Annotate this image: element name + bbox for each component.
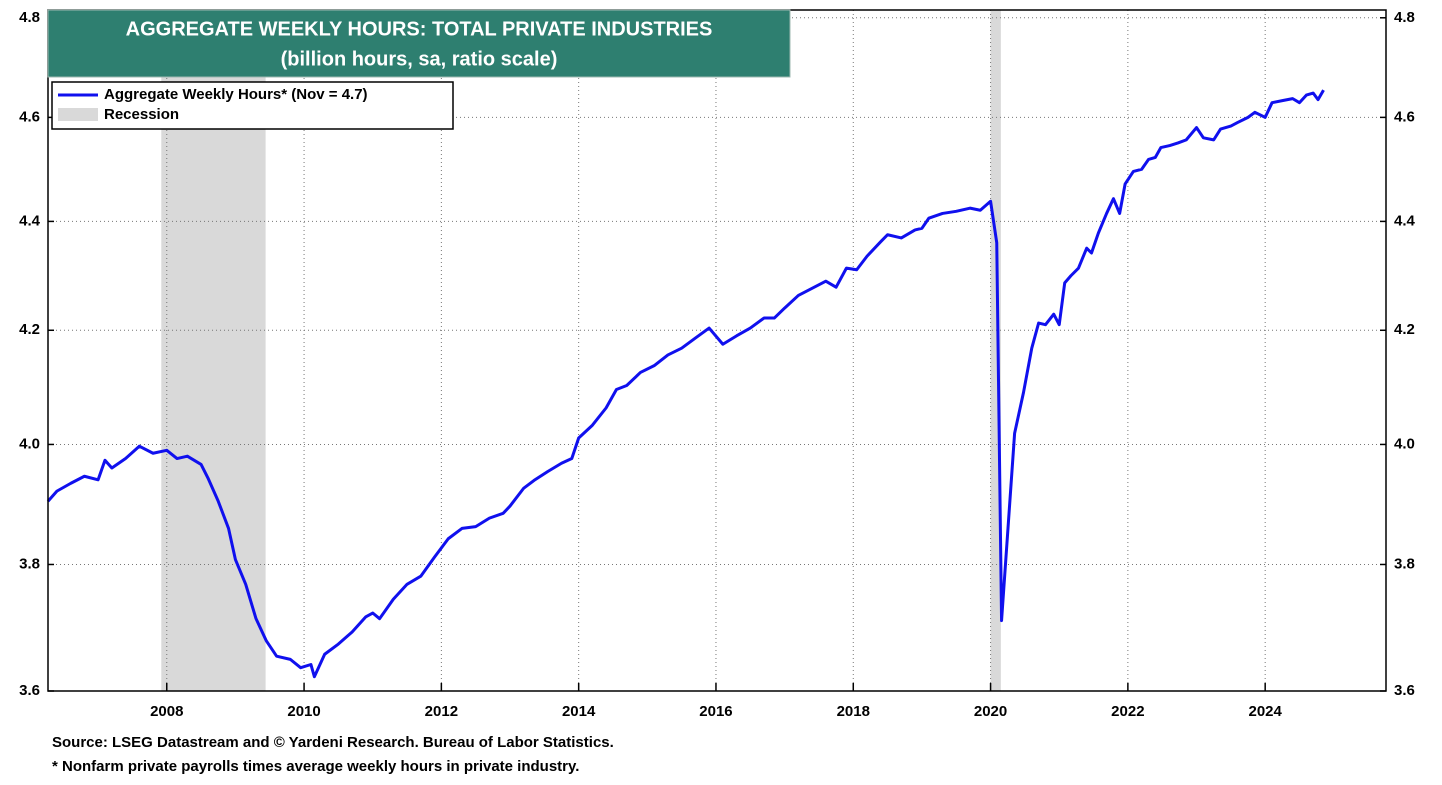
y-tick-label: 4.4 <box>19 212 41 229</box>
y-tick-label: 4.8 <box>19 9 40 26</box>
y-tick-label: 3.6 <box>19 682 40 699</box>
legend-label: Aggregate Weekly Hours* (Nov = 4.7) <box>104 86 368 103</box>
x-tick-label: 2008 <box>150 703 183 720</box>
legend: Aggregate Weekly Hours* (Nov = 4.7) Reces… <box>51 81 454 130</box>
x-tick-label: 2014 <box>562 703 596 720</box>
recession-band <box>990 10 1001 691</box>
legend-label: Recession <box>104 106 179 123</box>
line-layer <box>46 89 1325 679</box>
x-tick-label: 2010 <box>287 703 320 720</box>
axis-layer: 3.6 3.6 3.8 3.8 4.0 4.0 4.2 4.2 4.4 4.4 4.6 4.6 4.8 4… <box>19 9 1415 720</box>
legend-box <box>51 81 454 130</box>
source-note: Source: LSEG Datastream and © Yardeni Re… <box>52 734 614 751</box>
x-tick-label: 2012 <box>425 703 458 720</box>
x-tick-label: 2016 <box>699 703 732 720</box>
y2-tick-label: 4.0 <box>1394 435 1415 452</box>
title-box <box>47 9 791 78</box>
x-tick-label: 2024 <box>1248 703 1282 720</box>
y-tick-label: 3.8 <box>19 555 40 572</box>
x-tick-label: 2020 <box>974 703 1007 720</box>
x-tick-label: 2022 <box>1111 703 1144 720</box>
chart-subtitle: (billion hours, sa, ratio scale) <box>281 48 558 70</box>
footnote: * Nonfarm private payrolls times average… <box>52 758 579 775</box>
y2-tick-label: 4.2 <box>1394 321 1415 338</box>
y-tick-label: 4.0 <box>19 435 40 452</box>
data-line <box>46 89 1325 679</box>
y2-tick-label: 3.8 <box>1394 555 1415 572</box>
y-tick-label: 4.6 <box>19 108 40 125</box>
y2-tick-label: 4.4 <box>1394 212 1416 229</box>
chart-title: AGGREGATE WEEKLY HOURS: TOTAL PRIVATE IN… <box>126 18 713 40</box>
y2-tick-label: 3.6 <box>1394 682 1415 699</box>
y2-tick-label: 4.6 <box>1394 108 1415 125</box>
legend-swatch <box>58 108 98 121</box>
y-tick-label: 4.2 <box>19 321 40 338</box>
y2-tick-label: 4.8 <box>1394 9 1415 26</box>
x-tick-label: 2018 <box>837 703 870 720</box>
